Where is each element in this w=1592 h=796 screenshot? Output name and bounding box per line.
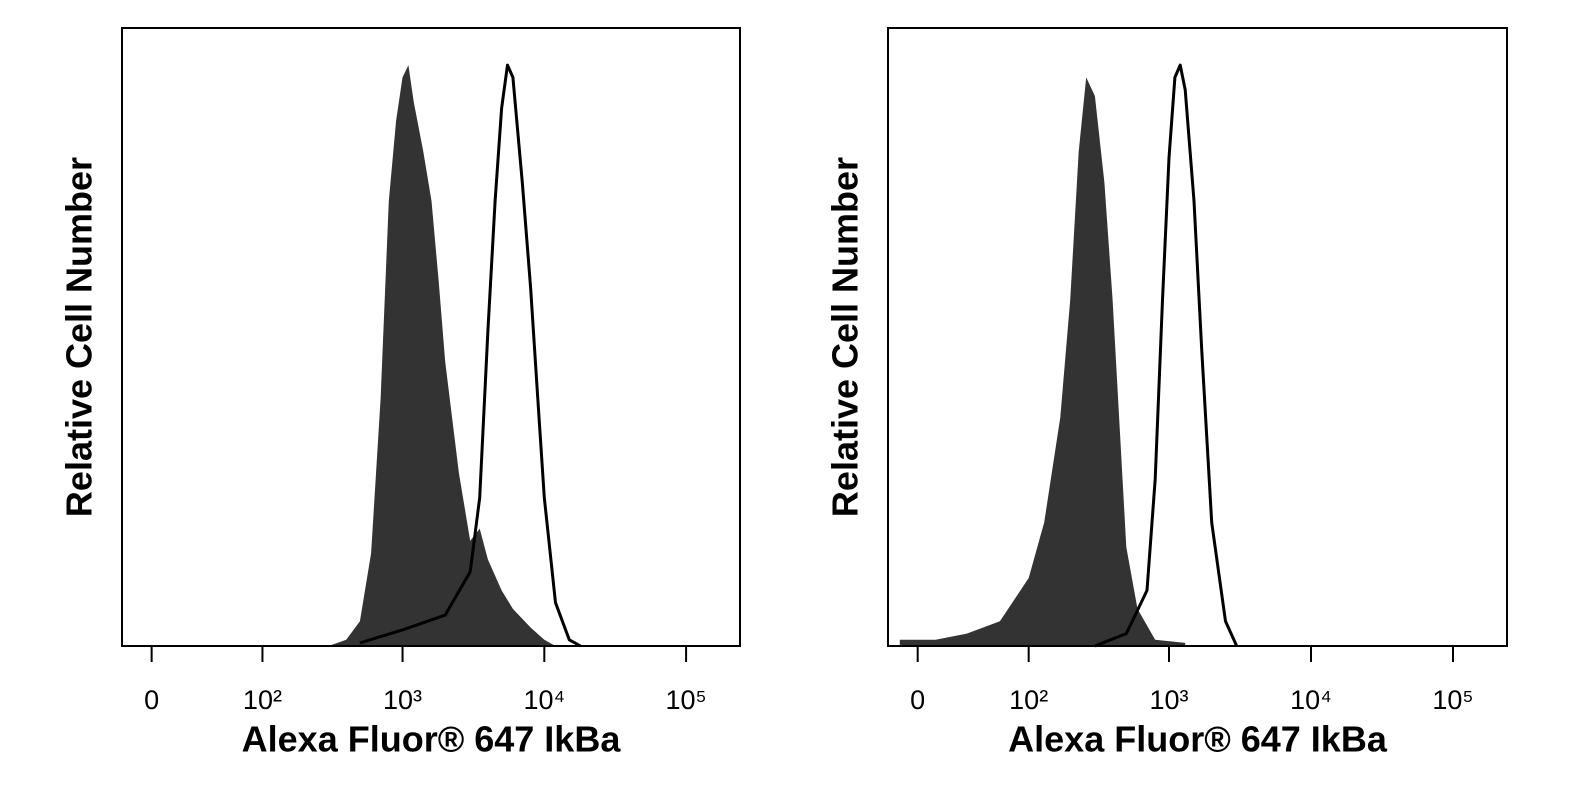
filled-histogram [328, 65, 556, 647]
y-axis-label: Relative Cell Number [59, 157, 100, 517]
outline-histogram [1094, 63, 1239, 648]
x-tick-label: 10² [243, 685, 282, 715]
x-tick-label: 10² [1009, 685, 1048, 715]
x-tick-label: 10⁴ [1290, 685, 1332, 715]
x-tick-label: 10⁵ [665, 685, 706, 715]
outline-histogram [359, 63, 582, 648]
x-tick-label: 10³ [383, 685, 422, 715]
x-axis-label: Alexa Fluor® 647 IkBa [1008, 719, 1388, 760]
x-axis-label: Alexa Fluor® 647 IkBa [242, 719, 622, 760]
filled-histogram [899, 77, 1186, 646]
x-tick-label: 0 [144, 685, 159, 715]
x-tick-label: 10⁴ [523, 685, 565, 715]
x-tick-label: 10³ [1149, 685, 1188, 715]
plot-frame [887, 27, 1508, 647]
x-tick-label: 0 [910, 685, 925, 715]
x-tick-label: 10⁵ [1432, 685, 1473, 715]
plot-frame [121, 27, 741, 647]
y-axis-label: Relative Cell Number [825, 157, 866, 517]
